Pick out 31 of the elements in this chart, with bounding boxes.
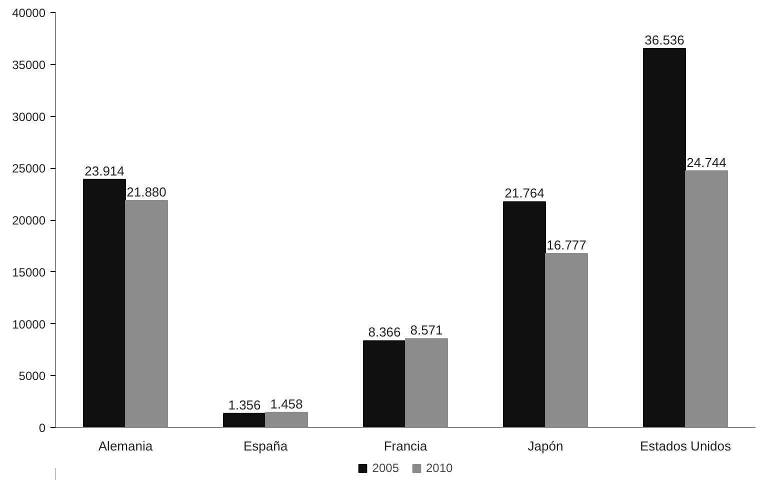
legend-label: 2005 (372, 461, 399, 475)
y-tick-label: 40000 (12, 6, 46, 20)
data-label: 1.356 (228, 397, 261, 412)
data-label: 21.880 (126, 184, 166, 200)
y-tick-label: 35000 (12, 58, 46, 72)
x-tick-label: Alemania (98, 438, 154, 454)
bar (643, 48, 686, 428)
y-tick-label: 10000 (12, 317, 46, 332)
data-label: 1.458 (270, 396, 303, 412)
y-tick-label: 5000 (18, 369, 46, 384)
bar (223, 412, 266, 428)
y-tick-label: 25000 (12, 162, 46, 176)
x-tick-label: Estados Unidos (640, 438, 732, 454)
data-label: 23.914 (84, 163, 124, 178)
data-label: 8.571 (410, 322, 443, 338)
legend-label: 2010 (426, 461, 453, 475)
data-label: 8.366 (368, 324, 401, 340)
data-label: 16.777 (546, 237, 586, 252)
y-tick-label: 20000 (12, 214, 46, 228)
x-tick-label: España (243, 438, 288, 454)
data-label: 21.764 (504, 186, 544, 201)
y-tick-label: 15000 (12, 265, 46, 280)
y-tick-label: 0 (38, 421, 46, 435)
x-tick-label: Japón (528, 438, 564, 454)
bar (363, 340, 406, 428)
data-label: 36.536 (644, 32, 684, 48)
data-label: 24.744 (686, 154, 726, 170)
bar (503, 201, 546, 428)
y-tick-label: 30000 (12, 110, 46, 124)
bar (83, 178, 126, 428)
x-tick-label: Francia (384, 438, 428, 454)
